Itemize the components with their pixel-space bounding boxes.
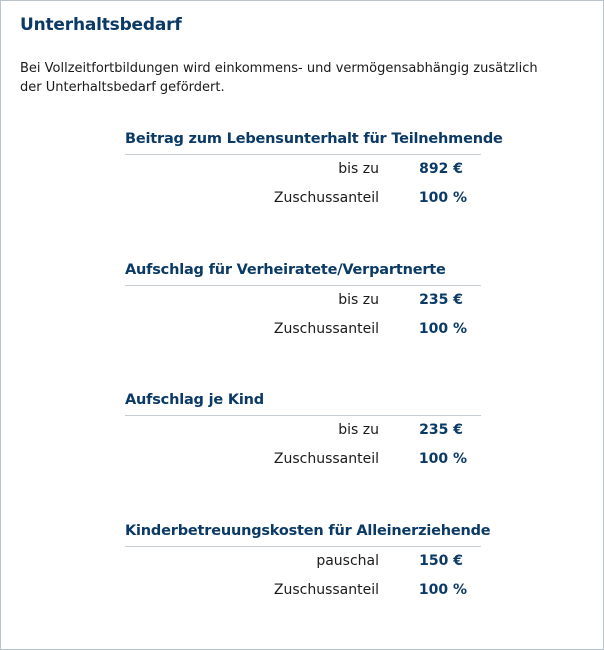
amount-row: pauschal 150 € bbox=[125, 547, 481, 576]
row-label: Zuschussanteil bbox=[273, 451, 379, 467]
row-label: pauschal bbox=[316, 553, 379, 569]
share-row: Zuschussanteil 100 % bbox=[125, 576, 481, 605]
row-label: Zuschussanteil bbox=[273, 321, 379, 337]
section-kind: Aufschlag je Kind bis zu 235 € Zuschussa… bbox=[125, 390, 481, 474]
row-value: 100 % bbox=[418, 582, 467, 598]
row-value: 100 % bbox=[418, 321, 467, 337]
amount-row: bis zu 892 € bbox=[125, 155, 481, 184]
intro-text: Bei Vollzeitfortbildungen wird einkommen… bbox=[20, 61, 538, 95]
row-value: 892 € bbox=[419, 161, 463, 177]
row-label: Zuschussanteil bbox=[273, 190, 379, 206]
row-value: 235 € bbox=[419, 422, 463, 438]
divider bbox=[125, 415, 481, 416]
section-heading: Aufschlag je Kind bbox=[125, 392, 264, 408]
share-row: Zuschussanteil 100 % bbox=[125, 445, 481, 474]
panel-title: Unterhaltsbedarf bbox=[20, 15, 182, 35]
section-heading: Kinderbetreuungskosten für Alleinerziehe… bbox=[125, 523, 491, 539]
section-verheiratete: Aufschlag für Verheiratete/Verpartnerte … bbox=[125, 260, 481, 344]
divider bbox=[125, 546, 481, 547]
row-value: 150 € bbox=[419, 553, 463, 569]
divider bbox=[125, 285, 481, 286]
row-label: Zuschussanteil bbox=[273, 582, 379, 598]
divider bbox=[125, 154, 481, 155]
share-row: Zuschussanteil 100 % bbox=[125, 315, 481, 344]
row-label: bis zu bbox=[338, 161, 379, 177]
section-heading: Aufschlag für Verheiratete/Verpartnerte bbox=[125, 262, 446, 278]
row-value: 100 % bbox=[418, 451, 467, 467]
section-kinderbetreuung: Kinderbetreuungskosten für Alleinerziehe… bbox=[125, 521, 491, 605]
amount-row: bis zu 235 € bbox=[125, 416, 481, 445]
section-lebensunterhalt: Beitrag zum Lebensunterhalt für Teilnehm… bbox=[125, 129, 503, 213]
row-label: bis zu bbox=[338, 292, 379, 308]
section-heading: Beitrag zum Lebensunterhalt für Teilnehm… bbox=[125, 131, 503, 147]
share-row: Zuschussanteil 100 % bbox=[125, 184, 481, 213]
row-value: 100 % bbox=[418, 190, 467, 206]
amount-row: bis zu 235 € bbox=[125, 286, 481, 315]
row-value: 235 € bbox=[419, 292, 463, 308]
row-label: bis zu bbox=[338, 422, 379, 438]
